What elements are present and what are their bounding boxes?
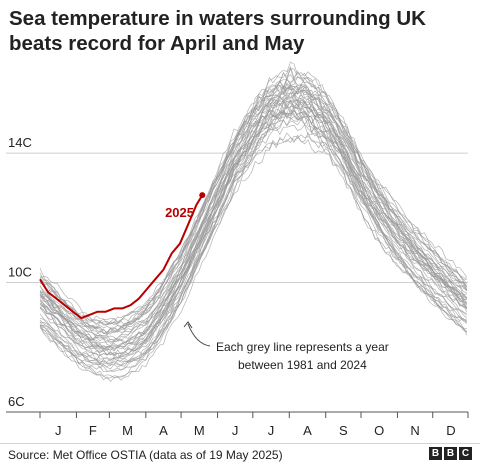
chart-title: Sea temperature in waters surrounding UK… bbox=[9, 7, 426, 55]
historical-line-2018 bbox=[39, 83, 467, 342]
x-tick-label: O bbox=[374, 423, 384, 438]
historical-lines bbox=[39, 61, 468, 383]
historical-line-2016 bbox=[39, 82, 468, 334]
x-tick-label: A bbox=[303, 423, 312, 438]
x-tick-label: F bbox=[89, 423, 97, 438]
y-tick-label: 14C bbox=[8, 135, 32, 150]
historical-line-2010 bbox=[39, 97, 468, 352]
bbc-logo-block-2: B bbox=[444, 447, 457, 460]
x-tick-label: A bbox=[159, 423, 168, 438]
x-tick-label: J bbox=[268, 423, 275, 438]
y-tick-label: 6C bbox=[8, 394, 25, 409]
line-chart: 6C 10C 14C J F M A M J J A S O N D 2025 Each grey line… bbox=[6, 61, 469, 438]
annotation-arrowhead bbox=[183, 321, 193, 329]
axis-layer: 6C 10C 14C J F M A M J J A S O N D bbox=[8, 135, 469, 438]
x-tick-label: D bbox=[446, 423, 455, 438]
x-tick-label: M bbox=[194, 423, 205, 438]
historical-line-2019 bbox=[39, 77, 468, 335]
x-tick-label: J bbox=[55, 423, 62, 438]
historical-line-2006 bbox=[39, 108, 467, 344]
x-tick-label: J bbox=[232, 423, 239, 438]
historical-line-2009 bbox=[39, 106, 467, 351]
historical-line-2020 bbox=[39, 65, 467, 327]
historical-line-2024 bbox=[39, 67, 467, 326]
historical-line-1986 bbox=[39, 110, 468, 378]
bbc-logo: B B C bbox=[429, 447, 472, 460]
historical-line-2023 bbox=[39, 73, 468, 326]
historical-line-2005 bbox=[39, 110, 467, 362]
footer: Source: Met Office OSTIA (data as of 19 … bbox=[0, 443, 480, 465]
bbc-logo-block-1: B bbox=[429, 447, 442, 460]
source-note: Source: Met Office OSTIA (data as of 19 … bbox=[8, 448, 283, 462]
series-line-2025 bbox=[39, 194, 204, 320]
series-endpoint-2025 bbox=[199, 192, 206, 199]
y-tick-label: 10C bbox=[8, 265, 32, 280]
historical-line-1998 bbox=[39, 90, 467, 347]
footer-divider bbox=[0, 443, 480, 444]
historical-line-2003 bbox=[39, 91, 468, 357]
grey-line-note-line1: Each grey line represents a year bbox=[216, 340, 389, 354]
label-2025: 2025 bbox=[165, 205, 194, 220]
historical-line-1988 bbox=[39, 100, 467, 372]
x-tick-label: N bbox=[410, 423, 419, 438]
historical-line-2021 bbox=[39, 84, 468, 325]
bbc-logo-block-3: C bbox=[459, 447, 472, 460]
historical-line-1984 bbox=[39, 134, 467, 379]
historical-line-1981 bbox=[39, 123, 467, 363]
x-tick-label: M bbox=[122, 423, 133, 438]
x-tick-label: S bbox=[339, 423, 348, 438]
grey-line-note-line2: between 1981 and 2024 bbox=[238, 358, 367, 372]
annotation-arrow bbox=[187, 323, 211, 347]
historical-line-2015 bbox=[39, 61, 468, 333]
annotation-layer: 2025 Each grey line represents a year be… bbox=[165, 205, 389, 372]
historical-line-2013 bbox=[39, 84, 468, 343]
highlight-layer bbox=[39, 192, 206, 320]
historical-line-2014 bbox=[39, 94, 467, 329]
historical-line-1990 bbox=[39, 113, 467, 373]
